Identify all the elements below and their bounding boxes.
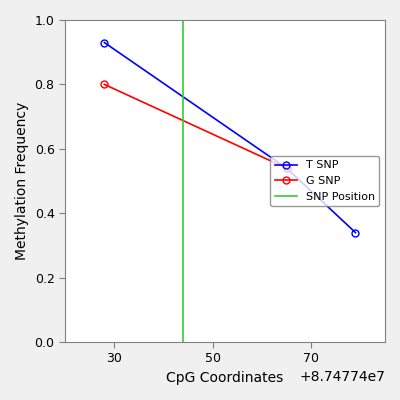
T SNP bbox=[284, 166, 289, 170]
G SNP bbox=[284, 166, 289, 170]
Y-axis label: Methylation Frequency: Methylation Frequency bbox=[15, 102, 29, 260]
T SNP bbox=[102, 40, 107, 45]
Line: G SNP: G SNP bbox=[101, 81, 290, 172]
Line: T SNP: T SNP bbox=[101, 39, 359, 236]
T SNP bbox=[353, 230, 358, 235]
G SNP bbox=[102, 82, 107, 87]
Legend: T SNP, G SNP, SNP Position: T SNP, G SNP, SNP Position bbox=[270, 156, 380, 206]
X-axis label: CpG Coordinates: CpG Coordinates bbox=[166, 371, 284, 385]
